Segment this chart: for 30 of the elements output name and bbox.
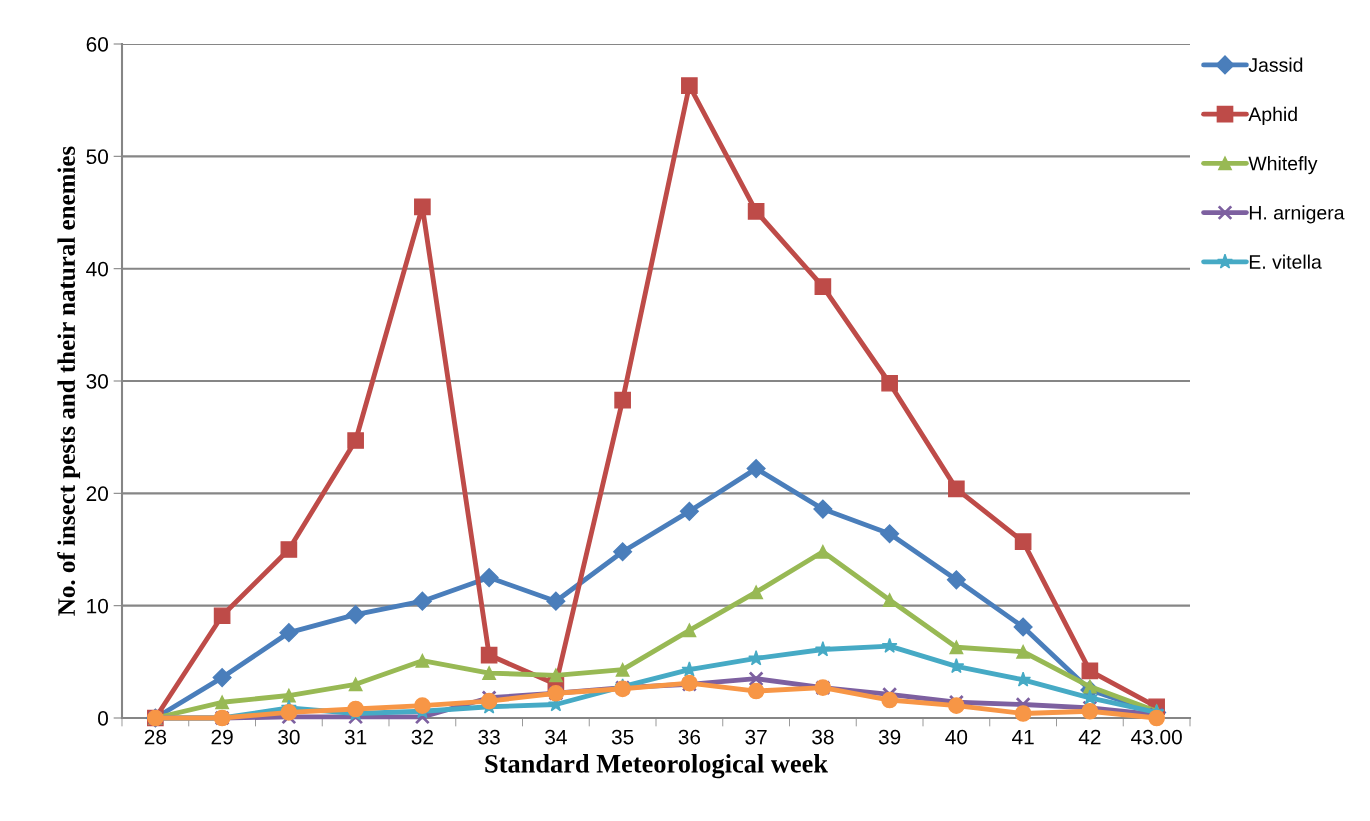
y-tick-label: 20 — [86, 486, 108, 502]
x-tick-label: 31 — [344, 729, 367, 745]
y-axis-title: No. of insect pests and their natural enemies — [57, 146, 81, 616]
legend-label: E. vitella — [1249, 254, 1322, 269]
y-tick-label: 0 — [98, 711, 108, 726]
x-tick-label: 38 — [812, 729, 834, 745]
x-tick-label: 43.00 — [1131, 729, 1182, 745]
x-tick-label: 34 — [545, 729, 567, 745]
legend-label: Aphid — [1248, 106, 1297, 125]
x-tick-label: 39 — [878, 729, 901, 745]
y-tick-label: 30 — [86, 374, 108, 389]
y-tick-label: 40 — [86, 261, 108, 277]
x-tick-label: 29 — [211, 729, 233, 745]
x-tick-label: 42 — [1078, 729, 1101, 745]
y-tick-label: 10 — [87, 598, 108, 614]
x-tick-label: 36 — [678, 729, 701, 745]
x-tick-label: 40 — [945, 729, 968, 745]
x-tick-label: 32 — [411, 729, 433, 745]
y-tick-label: 50 — [86, 149, 108, 165]
y-tick-label: 60 — [86, 37, 108, 52]
x-tick-label: 35 — [611, 729, 634, 745]
x-tick-label: 37 — [745, 729, 767, 745]
x-tick-label: 30 — [278, 729, 300, 745]
legend-label: Whitefly — [1248, 156, 1318, 175]
x-axis-title: Standard Meteorological week — [485, 754, 828, 779]
x-tick-label: 41 — [1012, 729, 1034, 745]
x-tick-label: 28 — [144, 729, 167, 745]
legend-label: H. arnigera — [1249, 205, 1345, 224]
x-tick-label: 33 — [478, 729, 500, 745]
legend-label: Jassid — [1248, 57, 1303, 72]
